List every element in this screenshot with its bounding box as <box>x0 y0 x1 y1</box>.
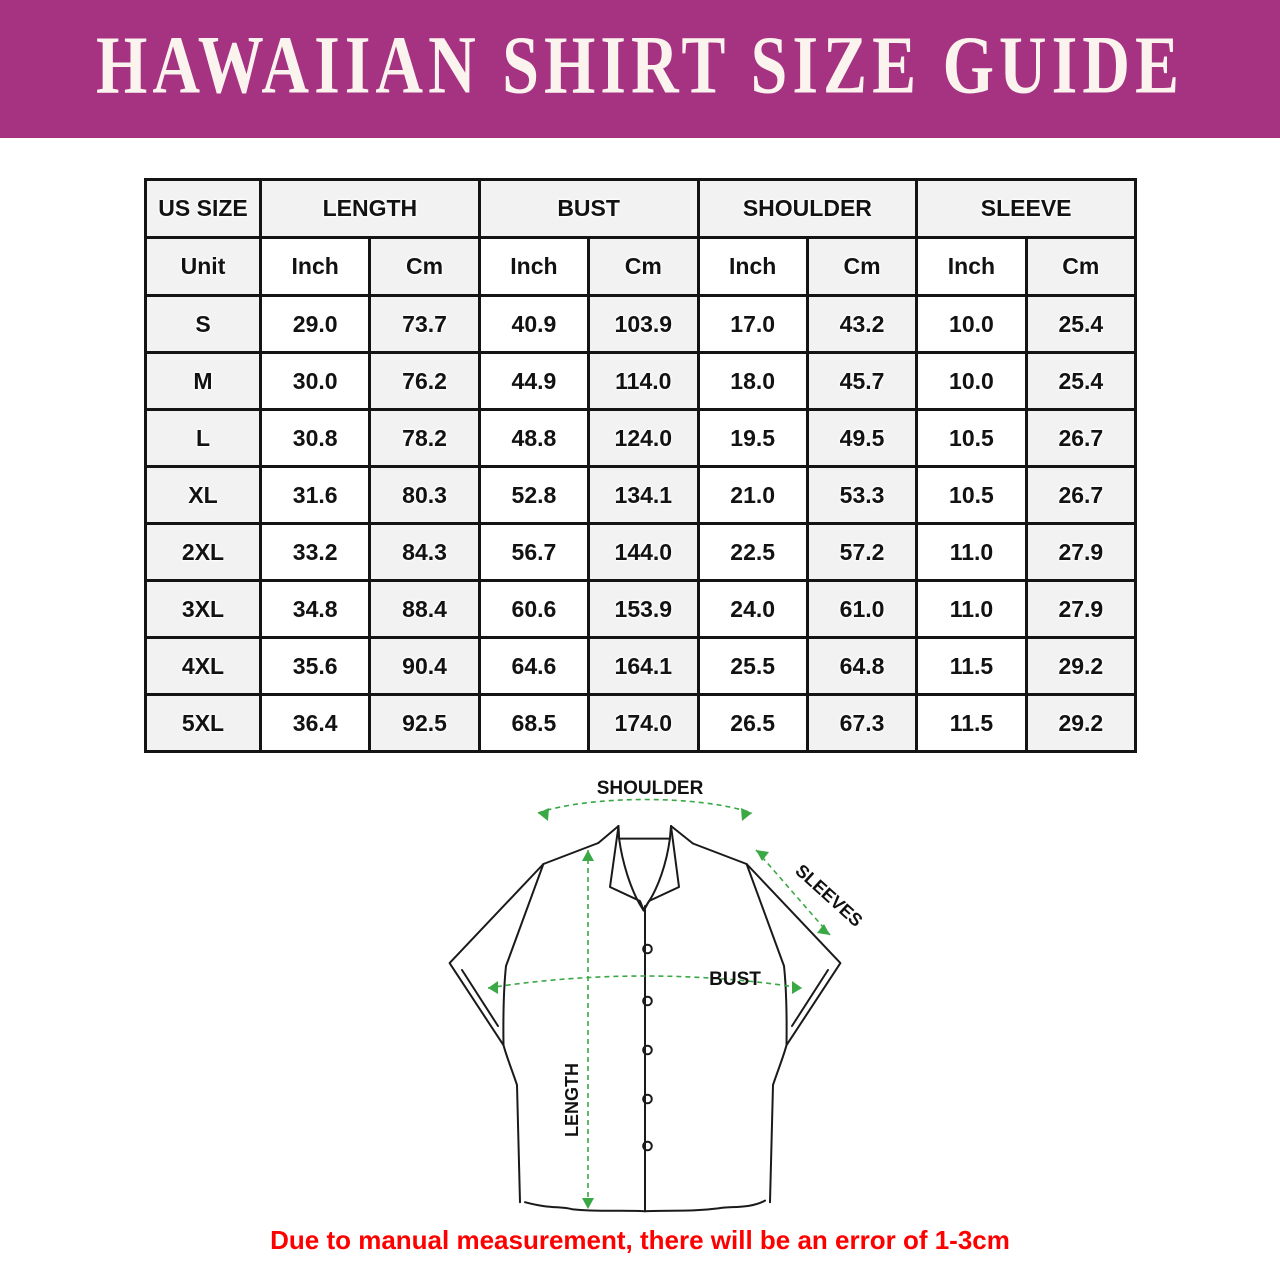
svg-text:LENGTH: LENGTH <box>562 1063 582 1137</box>
svg-text:SHOULDER: SHOULDER <box>597 778 704 799</box>
svg-text:SLEEVES: SLEEVES <box>791 860 866 930</box>
svg-text:BUST: BUST <box>709 969 761 990</box>
